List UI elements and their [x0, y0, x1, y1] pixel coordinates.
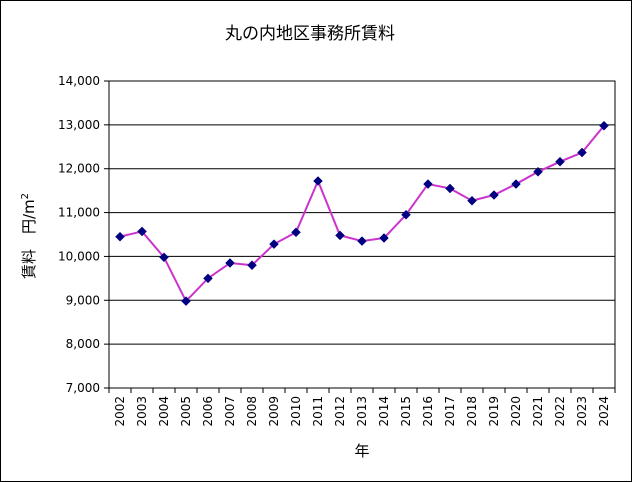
x-tick-label: 2002	[113, 396, 127, 427]
data-point	[137, 226, 147, 237]
y-tick-label: 7,000	[66, 381, 100, 395]
y-axis-label: 賃料 円/m2	[20, 193, 38, 279]
data-point	[159, 252, 169, 263]
x-axis-label: 年	[354, 442, 369, 460]
x-tick-label: 2016	[421, 396, 435, 427]
x-tick-label: 2018	[465, 396, 479, 427]
data-point	[291, 227, 301, 238]
data-point	[555, 156, 565, 167]
y-tick-label: 11,000	[58, 206, 100, 220]
grid-lines	[109, 124, 615, 345]
x-tick-label: 2014	[377, 396, 391, 427]
x-tick-label: 2019	[487, 396, 501, 427]
x-tick-label: 2023	[575, 396, 589, 427]
y-axis-label-text: 賃料 円/m	[20, 199, 38, 279]
x-tick-label: 2007	[223, 396, 237, 427]
data-point	[423, 179, 433, 189]
y-tick-label: 13,000	[58, 118, 100, 132]
y-tick-label: 12,000	[58, 162, 100, 176]
x-tick-label: 2020	[509, 396, 523, 427]
x-tick-label: 2005	[179, 396, 193, 427]
x-tick-label: 2008	[245, 396, 259, 427]
data-point	[577, 147, 587, 158]
data-point	[247, 260, 257, 271]
data-point	[181, 296, 191, 307]
y-tick-label: 14,000	[58, 74, 100, 88]
data-point	[489, 190, 499, 200]
chart-title: 丸の内地区事務所賃料	[225, 24, 395, 44]
x-tick-label: 2024	[597, 396, 611, 427]
data-point	[533, 166, 543, 177]
data-point	[313, 176, 323, 186]
x-axis-ticks: 2002 2003 2004 2005 2006 2007 2008 2009 2010 2011…	[108, 388, 616, 427]
y-tick-label: 10,000	[58, 249, 100, 263]
plot-area	[108, 80, 616, 389]
x-tick-label: 2009	[267, 396, 281, 427]
data-point	[511, 179, 521, 189]
x-tick-label: 2012	[333, 396, 347, 427]
data-point	[467, 195, 477, 206]
data-point	[115, 231, 125, 242]
data-point	[357, 236, 367, 246]
x-tick-label: 2004	[157, 396, 171, 427]
data-point	[225, 258, 235, 268]
x-tick-label: 2022	[553, 396, 567, 427]
x-tick-label: 2013	[355, 396, 369, 427]
x-tick-label: 2003	[135, 396, 149, 427]
x-tick-label: 2010	[289, 396, 303, 427]
x-tick-label: 2017	[443, 396, 457, 427]
data-point	[335, 230, 345, 241]
x-tick-label: 2021	[531, 396, 545, 427]
y-tick-label: 9,000	[66, 293, 100, 307]
data-point	[203, 273, 213, 284]
y-tick-label: 8,000	[66, 337, 100, 351]
x-tick-label: 2006	[201, 396, 215, 427]
y-axis-label-group: 賃料 円/m2	[20, 193, 38, 279]
x-tick-label: 2015	[399, 396, 413, 427]
data-point	[401, 209, 411, 220]
y-axis-label-superscript: 2	[20, 193, 31, 199]
data-point	[599, 120, 609, 131]
data-point	[379, 233, 389, 243]
y-axis-ticks: 7,000 8,000 9,000 10,000 11,000 12,000 13,000 1…	[58, 74, 109, 395]
x-tick-label: 2011	[311, 396, 325, 427]
data-point	[445, 183, 455, 194]
data-point	[269, 239, 279, 250]
series-group	[115, 120, 609, 307]
